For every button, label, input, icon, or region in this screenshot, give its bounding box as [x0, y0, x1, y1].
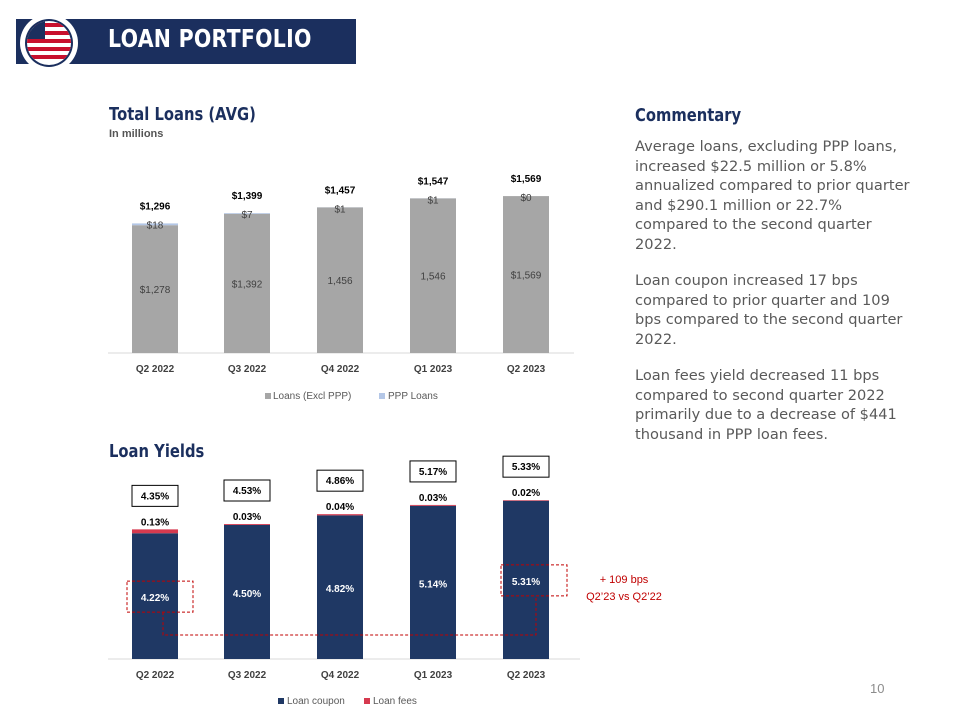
data-label-loan-coupon: 4.82%: [326, 584, 354, 595]
total-yield-box: [223, 479, 271, 502]
data-label-total-loans: $1,457: [325, 185, 356, 196]
data-label-loan-coupon: 5.31%: [512, 577, 540, 588]
commentary-paragraph-1: Average loans, excluding PPP loans, incr…: [635, 138, 910, 253]
data-label-ppp-loans: $1: [334, 204, 346, 215]
bar-loan-coupon: [224, 524, 270, 659]
bar-ppp-loans: [132, 223, 178, 226]
bar-loan-fees: [503, 500, 549, 501]
data-label-total-yield: 4.53%: [233, 486, 261, 497]
data-label-ppp-loans: $1: [427, 195, 439, 206]
bar-loan-coupon: [503, 500, 549, 659]
data-label-ppp-loans: $0: [520, 193, 532, 204]
data-label-loans-excl-ppp: 1,546: [420, 272, 445, 283]
data-label-total-yield: 5.33%: [512, 462, 540, 473]
highlight-box-q2-2023: [500, 564, 568, 597]
highlight-box-q2-2022: [126, 580, 194, 613]
data-label-ppp-loans: $7: [241, 210, 253, 221]
x-tick-label: Q4 2022: [321, 670, 360, 681]
bar-loans-excl-ppp: [503, 196, 549, 353]
x-tick-label: Q4 2022: [321, 364, 360, 375]
data-label-total-loans: $1,547: [418, 176, 449, 187]
legend-label-loan-coupon: Loan coupon: [287, 696, 345, 707]
data-label-total-loans: $1,399: [232, 191, 263, 202]
data-label-ppp-loans: $18: [147, 220, 164, 231]
total-loans-subtitle: In millions: [109, 128, 164, 140]
total-yield-box: [131, 484, 179, 507]
data-label-loan-fees: 0.13%: [141, 517, 169, 528]
x-tick-label: Q1 2023: [414, 670, 453, 681]
bar-loans-excl-ppp: [410, 198, 456, 353]
page-number: 10: [870, 681, 885, 696]
data-label-loan-fees: 0.02%: [512, 488, 540, 499]
legend-swatch-ppp-loans: [379, 393, 385, 399]
x-tick-label: Q2 2022: [136, 364, 175, 375]
annotation-period: Q2’23 vs Q2’22: [586, 591, 662, 603]
x-tick-label: Q2 2023: [507, 670, 546, 681]
legend-swatch-loan-coupon: [278, 698, 284, 704]
legend-label-ppp-loans: PPP Loans: [388, 391, 438, 402]
data-label-loan-fees: 0.03%: [233, 512, 261, 523]
page-title: LOAN PORTFOLIO: [108, 24, 312, 53]
total-yield-box: [409, 460, 457, 483]
data-label-loan-coupon: 4.22%: [141, 593, 169, 604]
bar-loan-coupon: [410, 505, 456, 659]
commentary-paragraph-2: Loan coupon increased 17 bps compared to…: [635, 272, 903, 348]
total-yield-box: [316, 469, 364, 492]
data-label-total-loans: $1,569: [511, 174, 542, 185]
data-label-total-yield: 5.17%: [419, 467, 447, 478]
data-label-loan-fees: 0.03%: [419, 493, 447, 504]
commentary-title: Commentary: [635, 105, 742, 126]
total-yield-box: [502, 455, 550, 478]
x-tick-label: Q2 2022: [136, 670, 175, 681]
company-logo: [20, 14, 78, 72]
bar-loan-fees: [224, 524, 270, 525]
comparison-connector: [162, 595, 537, 636]
data-label-loan-coupon: 4.50%: [233, 589, 261, 600]
legend-swatch-loans-excl-ppp: [265, 393, 271, 399]
legend-label-loan-fees: Loan fees: [373, 696, 417, 707]
bar-loan-fees: [410, 504, 456, 506]
data-label-loans-excl-ppp: $1,392: [232, 279, 263, 290]
x-tick-label: Q3 2022: [228, 670, 267, 681]
data-label-loans-excl-ppp: $1,278: [140, 285, 171, 296]
data-label-total-yield: 4.86%: [326, 476, 354, 487]
commentary-body: Average loans, excluding PPP loans, incr…: [635, 137, 910, 461]
bar-loan-fees: [132, 529, 178, 534]
data-label-total-loans: $1,296: [140, 201, 171, 212]
total-loans-title: Total Loans (AVG): [109, 104, 256, 125]
bar-loan-coupon: [132, 533, 178, 659]
bar-loans-excl-ppp: [317, 207, 363, 353]
bar-loans-excl-ppp: [224, 213, 270, 353]
x-tick-label: Q3 2022: [228, 364, 267, 375]
annotation-bps-change: + 109 bps: [600, 574, 649, 586]
bar-loans-excl-ppp: [132, 225, 178, 353]
flag-globe-icon: [22, 16, 76, 70]
data-label-loan-coupon: 5.14%: [419, 579, 447, 590]
bar-loan-fees: [317, 514, 363, 516]
bar-ppp-loans: [224, 213, 270, 214]
x-tick-label: Q1 2023: [414, 364, 453, 375]
data-label-loan-fees: 0.04%: [326, 502, 354, 513]
legend-swatch-loan-fees: [364, 698, 370, 704]
loan-yields-title: Loan Yields: [109, 441, 205, 462]
x-tick-label: Q2 2023: [507, 364, 546, 375]
commentary-paragraph-3: Loan fees yield decreased 11 bps compare…: [635, 367, 897, 443]
data-label-loans-excl-ppp: 1,456: [327, 276, 352, 287]
data-label-loans-excl-ppp: $1,569: [511, 271, 542, 282]
legend-label-loans-excl-ppp: Loans (Excl PPP): [273, 391, 351, 402]
data-label-total-yield: 4.35%: [141, 491, 169, 502]
